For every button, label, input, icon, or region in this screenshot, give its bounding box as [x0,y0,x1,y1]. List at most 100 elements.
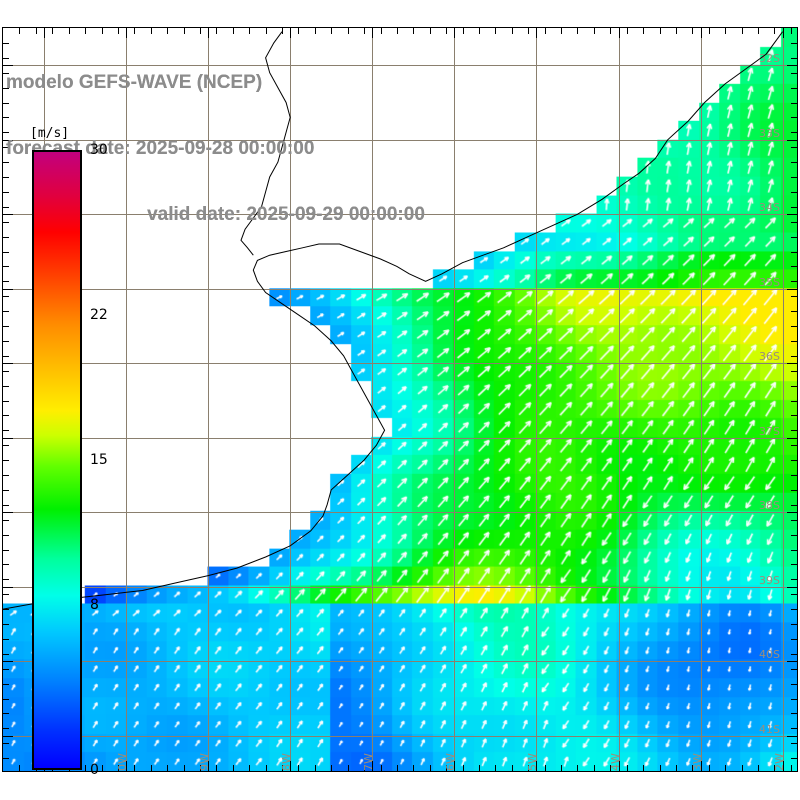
tick-top-lon-53W [700,28,702,38]
minor-tick-lat [791,475,797,476]
minor-tick-lat [791,311,797,313]
minor-tick-lon [282,765,283,771]
minor-tick-lat-left [3,683,9,685]
minor-tick-lon-top [347,28,349,34]
minor-tick-lat [791,758,797,760]
minor-tick-lon-top [117,28,119,34]
minor-tick-lon-top [561,28,562,34]
minor-tick-lat [791,460,797,462]
minor-tick-lon [528,765,530,771]
minor-tick-lon [331,765,333,771]
lon-label-60W: 60W [116,753,130,772]
minor-tick-lon [85,765,87,771]
colorbar-tick-22: 22 [90,307,108,324]
minor-tick-lon-top [790,28,792,34]
minor-tick-lon [741,765,743,771]
minor-tick-lon [413,765,415,771]
minor-tick-lon [725,765,727,771]
minor-tick-lat [791,564,797,566]
minor-tick-lat [791,594,797,596]
minor-tick-lon-top [675,28,677,34]
minor-tick-lon [708,765,710,771]
minor-tick-lon [758,765,759,771]
minor-tick-lon-top [35,28,37,34]
minor-tick-lat [791,326,797,327]
minor-tick-lon-top [167,28,169,34]
minor-tick-lat [791,206,797,208]
minor-tick-lat-left [3,415,9,417]
minor-tick-lat [791,489,797,491]
minor-tick-lon-top [610,28,612,34]
minor-tick-lon [19,765,21,771]
minor-tick-lat [791,42,797,44]
minor-tick-lat [791,87,797,89]
tick-lat-34S [787,214,797,216]
minor-tick-lat [791,400,797,402]
tick-lat-39S [787,586,797,588]
minor-tick-lat [791,72,797,74]
tick-left-lat-36S [3,363,13,365]
minor-tick-lat-left [3,713,9,715]
tick-top-lon-52W [782,28,784,38]
minor-tick-lat [791,340,797,342]
minor-tick-lon [265,765,267,771]
minor-tick-lat [791,430,797,432]
minor-tick-lon-top [199,28,201,34]
minor-tick-lon [364,765,366,771]
lon-label-53W: 53W [690,753,704,772]
minor-tick-lon-top [380,28,382,34]
minor-tick-lat-left [3,326,9,327]
tick-lon-53W [700,761,702,771]
minor-tick-lon-top [479,28,480,34]
lat-label-38S: 38S [759,499,780,513]
minor-tick-lon [610,765,612,771]
minor-tick-lon-top [692,28,694,34]
minor-tick-lat [791,296,797,298]
minor-tick-lat [791,147,797,149]
minor-tick-lat [791,534,797,536]
tick-lat-32S [787,65,797,67]
minor-tick-lon-top [249,28,251,34]
minor-tick-lon-top [52,28,54,34]
lat-label-34S: 34S [759,201,780,215]
lon-label-59W: 59W [198,753,212,772]
minor-tick-lon [150,765,152,771]
tick-left-lat-41S [3,735,13,737]
minor-tick-lat-left [3,519,9,521]
tick-lon-59W [208,761,210,771]
lon-label-58W: 58W [280,753,294,772]
tick-top-lon-54W [618,28,620,38]
lat-label-39S: 39S [759,573,780,587]
minor-tick-lat-left [3,445,9,447]
minor-tick-lat [791,191,797,193]
tick-left-lat-40S [3,661,13,663]
colorbar-tick-30: 30 [90,142,108,158]
minor-tick-lon-top [413,28,415,34]
lat-label-41S: 41S [759,722,780,736]
minor-tick-lon-top [593,28,595,34]
minor-tick-lat [791,251,797,253]
minor-tick-lon-top [364,28,366,34]
minor-tick-lon-top [544,28,546,34]
minor-tick-lat [791,57,797,59]
minor-tick-lon-top [659,28,661,34]
minor-tick-lat [791,177,797,178]
minor-tick-lon [314,765,316,771]
minor-tick-lon [167,765,169,771]
minor-tick-lat [791,519,797,521]
minor-tick-lon-top [331,28,333,34]
minor-tick-lon-top [577,28,579,34]
minor-tick-lon-top [741,28,743,34]
colorbar-tick-0: 0 [90,762,99,778]
minor-tick-lon-top [495,28,497,34]
tick-lon-54W [618,761,620,771]
minor-tick-lat [791,549,797,551]
minor-tick-lat-left [3,758,9,760]
minor-tick-lat [791,266,797,268]
lat-label-35S: 35S [759,275,780,289]
minor-tick-lat-left [3,385,9,387]
minor-tick-lat-left [3,355,9,357]
minor-tick-lat-left [3,489,9,491]
tick-lat-38S [787,512,797,514]
